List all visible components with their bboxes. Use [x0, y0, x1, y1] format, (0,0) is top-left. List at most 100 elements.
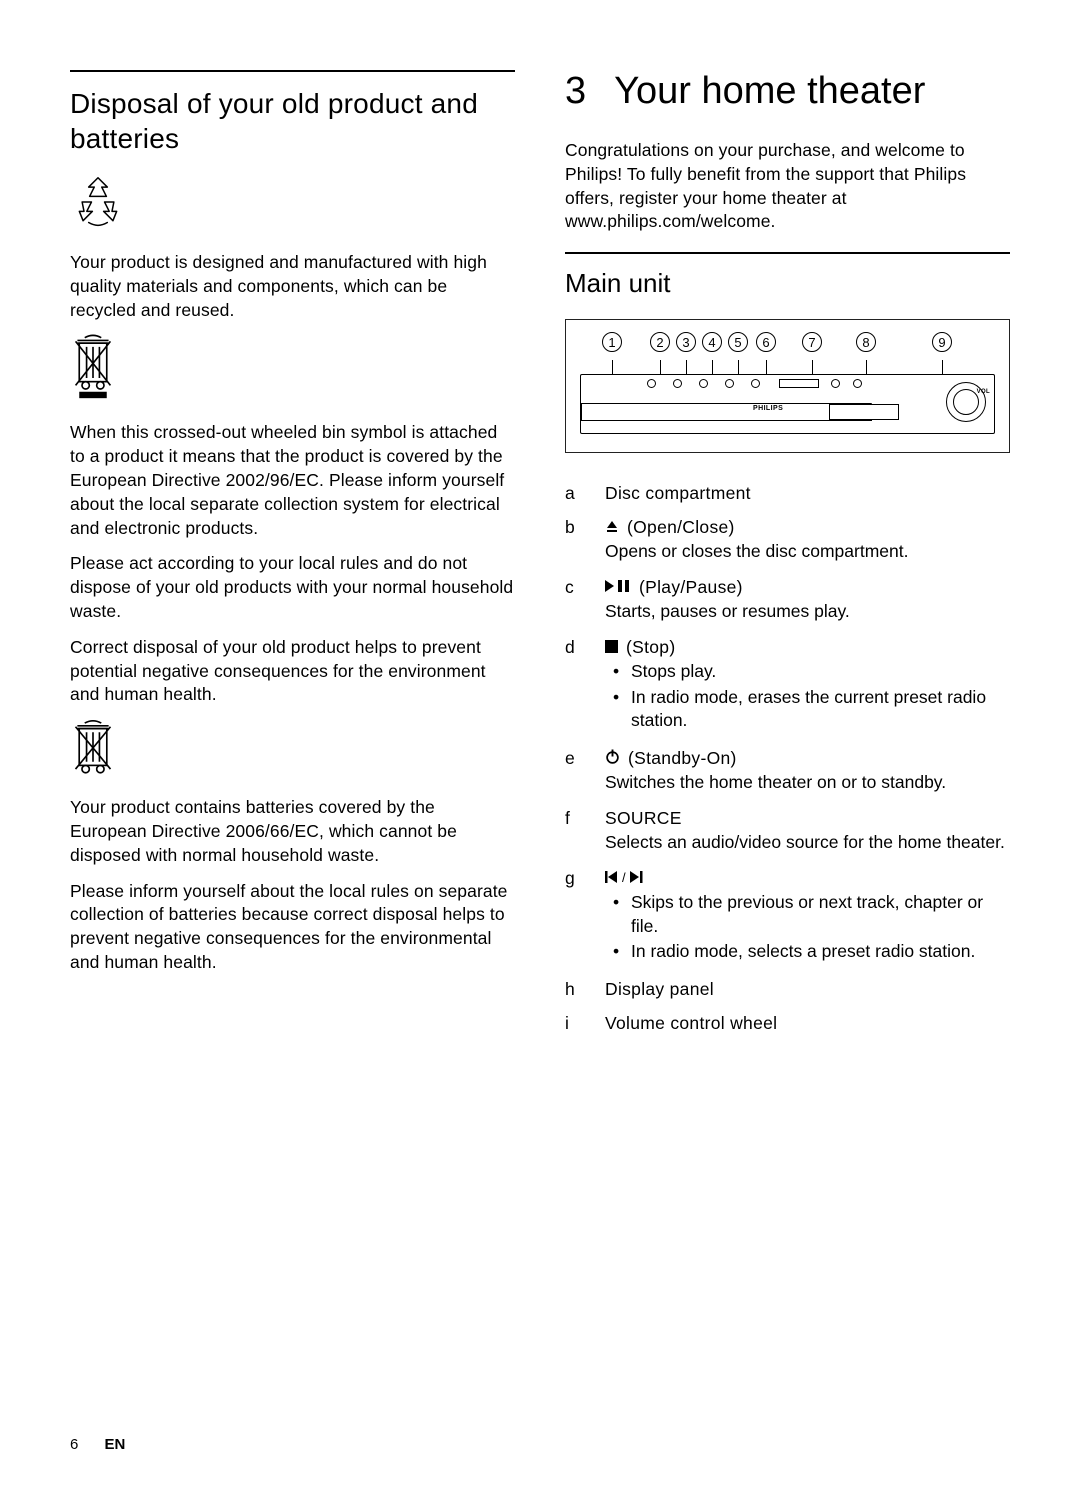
- battery-bin-icon: [70, 719, 515, 780]
- definition-marker: h: [565, 979, 605, 1000]
- main-unit-heading: Main unit: [565, 268, 1010, 299]
- definition-title-text: Volume control wheel: [605, 1013, 777, 1034]
- callout-number: 1: [602, 332, 622, 352]
- definition-title-text: SOURCE: [605, 808, 682, 829]
- callout-leader: [660, 360, 661, 374]
- definition-desc: Starts, pauses or resumes play.: [605, 600, 1010, 624]
- callout-number: 3: [676, 332, 696, 352]
- svg-text:/: /: [622, 870, 626, 884]
- definition-title: (Play/Pause): [605, 577, 1010, 598]
- definition-marker: i: [565, 1013, 605, 1034]
- definition-row: c(Play/Pause)Starts, pauses or resumes p…: [565, 577, 1010, 624]
- definition-content: Volume control wheel: [605, 1013, 1010, 1034]
- definition-title-text: (Standby-On): [628, 748, 737, 769]
- device-button: [831, 379, 840, 388]
- definition-title: Display panel: [605, 979, 1010, 1000]
- definition-row: d(Stop)Stops play.In radio mode, erases …: [565, 637, 1010, 735]
- callout-leader: [686, 360, 687, 374]
- definition-content: (Open/Close)Opens or closes the disc com…: [605, 517, 1010, 564]
- eject-icon: [605, 517, 619, 538]
- page-number: 6: [70, 1436, 78, 1453]
- definition-content: (Standby-On)Switches the home theater on…: [605, 748, 1010, 795]
- definition-title-text: Disc compartment: [605, 483, 751, 504]
- disposal-p1: Your product is designed and manufacture…: [70, 251, 515, 322]
- callout-number: 6: [756, 332, 776, 352]
- definition-marker: e: [565, 748, 605, 769]
- weee-bin-icon: [70, 334, 515, 405]
- bullet-item: In radio mode, selects a preset radio st…: [605, 940, 1010, 964]
- device-brand-label: PHILIPS: [753, 405, 783, 412]
- bullet-item: Stops play.: [605, 660, 1010, 684]
- main-unit-figure: 123456789 PHILIPS VOL: [565, 319, 1010, 453]
- definition-desc: Switches the home theater on or to stand…: [605, 771, 1010, 795]
- callout-number: 5: [728, 332, 748, 352]
- page-footer: 6 EN: [70, 1436, 125, 1453]
- disposal-p2: When this crossed-out wheeled bin symbol…: [70, 421, 515, 540]
- disposal-p5: Your product contains batteries covered …: [70, 796, 515, 867]
- stop-icon: [605, 637, 618, 658]
- page-lang: EN: [105, 1436, 126, 1453]
- device-volume-wheel: [946, 382, 986, 422]
- device-usb-slot: [779, 379, 819, 388]
- device-button: [853, 379, 862, 388]
- definition-row: g / Skips to the previous or next track, c…: [565, 868, 1010, 966]
- definition-title-text: (Stop): [626, 637, 675, 658]
- definition-desc: Selects an audio/video source for the ho…: [605, 831, 1010, 855]
- device-button: [751, 379, 760, 388]
- section-rule: [565, 252, 1010, 254]
- device-button: [647, 379, 656, 388]
- chapter-title: Your home theater: [614, 70, 925, 113]
- definition-content: Disc compartment: [605, 483, 1010, 504]
- definition-row: fSOURCESelects an audio/video source for…: [565, 808, 1010, 855]
- definition-marker: b: [565, 517, 605, 538]
- definition-bullets: Skips to the previous or next track, cha…: [605, 891, 1010, 964]
- disposal-heading: Disposal of your old product and batteri…: [70, 86, 515, 156]
- definition-content: SOURCESelects an audio/video source for …: [605, 808, 1010, 855]
- definition-row: aDisc compartment: [565, 483, 1010, 504]
- definition-row: e(Standby-On)Switches the home theater o…: [565, 748, 1010, 795]
- disposal-p3: Please act according to your local rules…: [70, 552, 515, 623]
- definition-desc: Opens or closes the disc compartment.: [605, 540, 1010, 564]
- definition-title: (Stop): [605, 637, 1010, 658]
- definition-marker: f: [565, 808, 605, 829]
- bullet-item: Skips to the previous or next track, cha…: [605, 891, 1010, 939]
- definition-row: iVolume control wheel: [565, 1013, 1010, 1034]
- callout-number: 8: [856, 332, 876, 352]
- playpause-icon: [605, 577, 631, 598]
- definition-title: Volume control wheel: [605, 1013, 1010, 1034]
- device-body: PHILIPS VOL: [580, 374, 995, 434]
- definition-bullets: Stops play.In radio mode, erases the cur…: [605, 660, 1010, 733]
- definition-content: Display panel: [605, 979, 1010, 1000]
- callout-leader: [766, 360, 767, 374]
- callout-number: 7: [802, 332, 822, 352]
- device-vol-label: VOL: [977, 389, 990, 395]
- device-button: [699, 379, 708, 388]
- device-button: [725, 379, 734, 388]
- definition-content: (Play/Pause)Starts, pauses or resumes pl…: [605, 577, 1010, 624]
- section-rule: [70, 70, 515, 72]
- definition-marker: g: [565, 868, 605, 889]
- definition-title: Disc compartment: [605, 483, 1010, 504]
- disposal-p6: Please inform yourself about the local r…: [70, 880, 515, 975]
- definition-title-text: (Open/Close): [627, 517, 735, 538]
- bullet-item: In radio mode, erases the current preset…: [605, 686, 1010, 734]
- definition-row: hDisplay panel: [565, 979, 1010, 1000]
- definition-content: (Stop)Stops play.In radio mode, erases t…: [605, 637, 1010, 735]
- definition-title: (Open/Close): [605, 517, 1010, 538]
- recycle-icon: [70, 174, 515, 235]
- device-button: [673, 379, 682, 388]
- disposal-p4: Correct disposal of your old product hel…: [70, 636, 515, 707]
- definition-marker: c: [565, 577, 605, 598]
- chapter-number: 3: [565, 70, 586, 113]
- callout-leader: [712, 360, 713, 374]
- callout-number: 2: [650, 332, 670, 352]
- chapter-intro: Congratulations on your purchase, and we…: [565, 139, 1010, 234]
- callout-number: 4: [702, 332, 722, 352]
- device-display-panel: [829, 404, 899, 420]
- callout-leader: [812, 360, 813, 374]
- definition-title: /: [605, 868, 1010, 889]
- prevnext-icon: /: [605, 868, 645, 889]
- definition-title-text: Display panel: [605, 979, 714, 1000]
- chapter-heading: 3 Your home theater: [565, 70, 1010, 113]
- definition-title: SOURCE: [605, 808, 1010, 829]
